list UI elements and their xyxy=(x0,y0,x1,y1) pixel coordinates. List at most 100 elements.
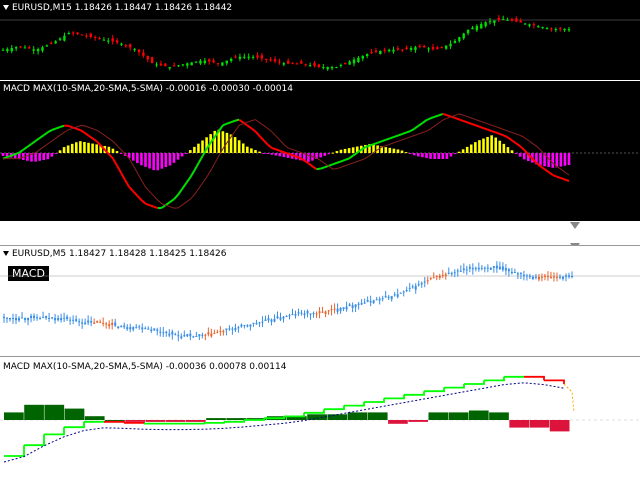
candle-body xyxy=(240,324,243,327)
macd-line-segment xyxy=(413,125,419,130)
candle-body xyxy=(360,303,363,305)
histogram-bar xyxy=(510,150,514,153)
candle-body xyxy=(132,327,135,330)
collapse-triangle-icon[interactable] xyxy=(3,5,9,10)
macd-step-segment xyxy=(524,375,545,381)
histogram-bar xyxy=(206,418,226,420)
candle-body xyxy=(549,276,552,278)
candle-body xyxy=(138,326,141,328)
bottom-price-panel[interactable]: EURUSD,M5 1.18427 1.18428 1.18425 1.1842… xyxy=(0,245,640,357)
macd-line-segment xyxy=(523,149,530,155)
candle-body xyxy=(69,319,72,321)
candle-body xyxy=(516,273,519,275)
candle-body xyxy=(383,49,386,51)
macd-line-segment xyxy=(201,148,208,157)
candle-body xyxy=(24,318,27,320)
histogram-bar xyxy=(107,146,111,153)
histogram-bar xyxy=(539,153,542,166)
candle-body xyxy=(186,63,189,66)
candle-body xyxy=(423,281,426,283)
macd-line-segment xyxy=(389,136,395,140)
macd-line-segment xyxy=(217,124,224,132)
macd-line-segment xyxy=(205,142,212,150)
histogram-bar xyxy=(79,141,82,153)
candle-body xyxy=(72,32,75,34)
bottom-macd-chart[interactable] xyxy=(0,357,640,480)
histogram-bar xyxy=(307,414,327,420)
candle-body xyxy=(168,67,171,69)
candle-body xyxy=(228,328,231,330)
macd-line-segment xyxy=(165,201,171,206)
candle-body xyxy=(258,322,261,324)
candle-body xyxy=(252,322,255,324)
histogram-bar xyxy=(246,418,267,420)
candle-body xyxy=(58,38,62,40)
candle-body xyxy=(453,272,456,274)
macd-line-segment xyxy=(356,148,362,154)
top-price-title: EURUSD,M15 1.18426 1.18447 1.18426 1.184… xyxy=(3,3,232,13)
macd-step-segment xyxy=(444,384,465,389)
macd-line-segment xyxy=(320,166,326,170)
histogram-bar xyxy=(148,153,151,169)
candle-body xyxy=(488,21,492,23)
histogram-bar xyxy=(529,420,550,428)
candle-body xyxy=(180,336,183,339)
macd-line-segment xyxy=(75,127,81,132)
macd-line-segment xyxy=(279,149,285,154)
histogram-bar xyxy=(160,153,164,169)
macd-line-segment xyxy=(556,175,562,180)
top-macd-chart[interactable] xyxy=(0,81,640,221)
histogram-bar xyxy=(563,153,567,166)
candle-body xyxy=(168,333,171,336)
histogram-bar xyxy=(229,134,233,153)
top-chart-shift-marker-icon[interactable] xyxy=(570,222,580,229)
histogram-bar xyxy=(205,137,208,153)
macd-step-segment xyxy=(24,434,45,447)
macd-line-segment xyxy=(30,140,37,145)
histogram-bar xyxy=(319,153,322,158)
candle-body xyxy=(308,65,312,67)
macd-line-segment xyxy=(34,137,41,142)
candle-body xyxy=(295,63,299,65)
histogram-bar xyxy=(468,410,489,420)
macd-line-segment xyxy=(18,148,24,154)
histogram-bar xyxy=(226,418,247,420)
projection-line xyxy=(563,383,575,413)
histogram-bar xyxy=(428,412,449,420)
histogram-bar xyxy=(502,143,506,153)
macd-line-segment xyxy=(462,119,468,124)
candle-body xyxy=(522,274,525,277)
histogram-bar xyxy=(34,153,37,162)
candle-body xyxy=(378,298,381,301)
top-macd-panel[interactable]: MACD MAX(10-SMA,20-SMA,5-SMA) -0.00016 -… xyxy=(0,81,640,221)
macd-step-segment xyxy=(484,376,505,382)
histogram-bar xyxy=(176,153,180,160)
macd-line-segment xyxy=(169,198,175,203)
macd-line-segment xyxy=(145,202,150,207)
collapse-triangle-icon[interactable] xyxy=(3,251,9,256)
candle-body xyxy=(409,48,413,50)
candle-body xyxy=(458,37,461,42)
candle-body xyxy=(564,275,567,277)
candle-body xyxy=(493,20,496,24)
candle-body xyxy=(571,276,573,278)
histogram-bar xyxy=(469,144,473,153)
histogram-bar xyxy=(193,146,196,153)
candle-body xyxy=(279,317,282,320)
histogram-bar xyxy=(368,144,371,153)
bottom-price-chart[interactable] xyxy=(0,246,640,356)
candle-body xyxy=(282,63,286,65)
candle-body xyxy=(390,296,393,300)
bottom-macd-panel[interactable]: MACD MAX(10-SMA,20-SMA,5-SMA) -0.00036 0… xyxy=(0,357,640,480)
macd-line-segment xyxy=(417,122,423,127)
macd-line-segment xyxy=(250,127,257,133)
macd-line-segment xyxy=(397,133,403,137)
candle-body xyxy=(89,33,92,37)
macd-step-segment xyxy=(304,409,325,414)
candle-body xyxy=(427,48,430,50)
top-price-chart[interactable] xyxy=(0,0,640,80)
top-price-panel[interactable]: EURUSD,M15 1.18426 1.18447 1.18426 1.184… xyxy=(0,0,640,80)
candle-body xyxy=(357,303,360,305)
candle-body xyxy=(484,22,487,27)
histogram-bar xyxy=(132,153,135,161)
